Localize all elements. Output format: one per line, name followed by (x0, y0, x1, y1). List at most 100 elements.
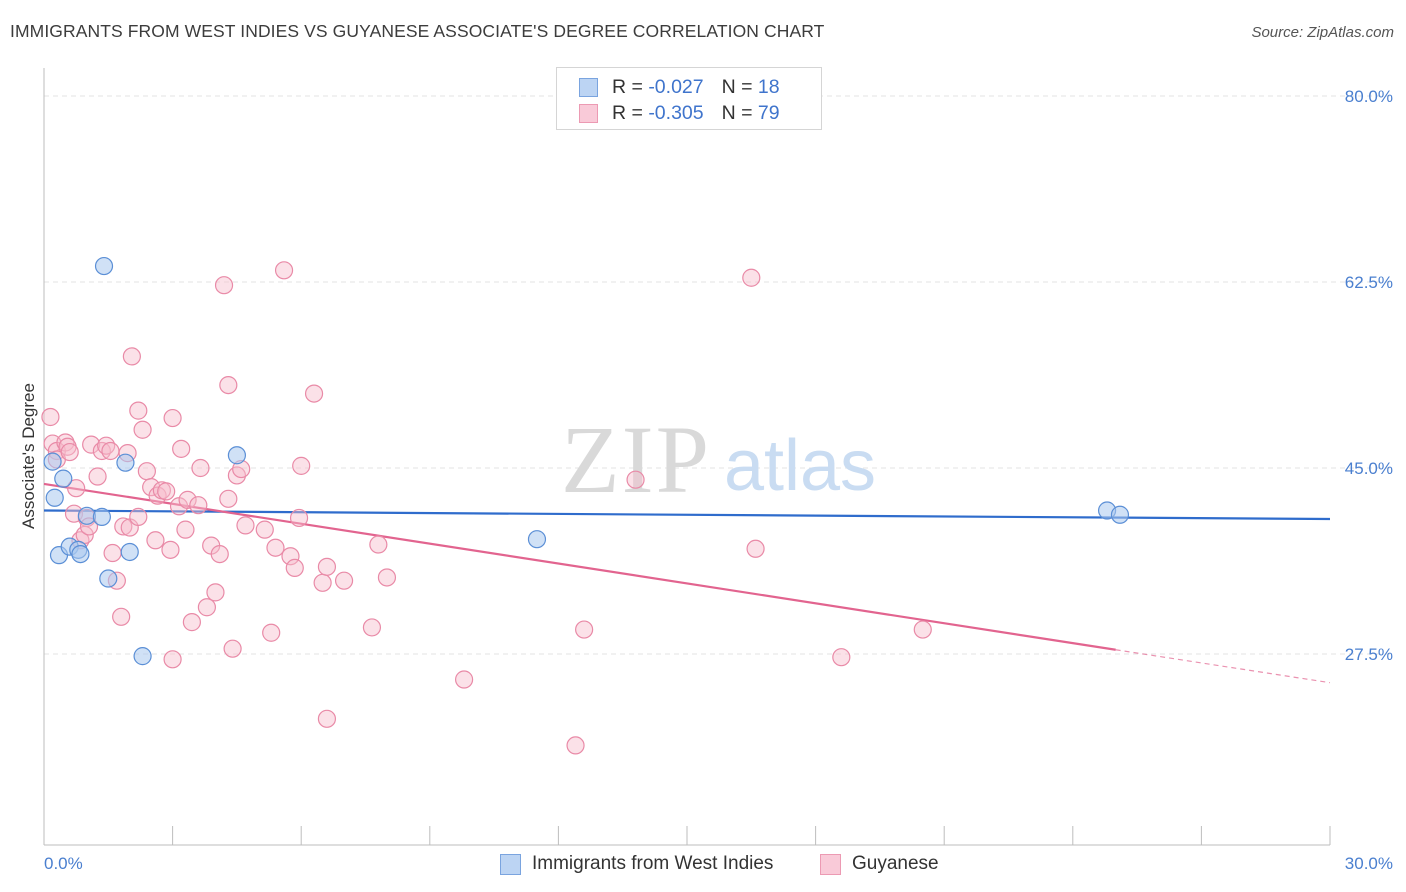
guyanese-point (285, 558, 304, 578)
guyanese-point (832, 648, 851, 667)
guyanese-point (369, 535, 388, 554)
bottom-legend-swatch-blue (500, 854, 521, 875)
legend-n-value: 79 (757, 102, 780, 124)
y-tick-label: 45.0% (1345, 459, 1393, 478)
guyanese-point (88, 467, 107, 486)
watermark-atlas: atlas (724, 426, 876, 506)
west-indies-point (120, 542, 139, 562)
source-credit: Source: ZipAtlas.com (1251, 24, 1394, 41)
guyanese-point (197, 598, 216, 617)
guyanese-point (317, 709, 337, 728)
bottom-legend-label-west-indies: Immigrants from West Indies (532, 853, 774, 874)
guyanese-point (114, 517, 133, 536)
guyanese-point (377, 568, 397, 587)
guyanese-point (913, 620, 932, 639)
guyanese-point (262, 623, 281, 642)
legend-swatch-pink (579, 104, 598, 123)
west-indies-point (1110, 505, 1130, 524)
guyanese-point (189, 496, 208, 515)
guyanese-point (41, 407, 60, 427)
guyanese-point (214, 276, 234, 295)
guyanese-point (566, 736, 585, 755)
guyanese-point (317, 557, 337, 576)
guyanese-point (255, 520, 274, 539)
y-tick-label: 80.0% (1345, 87, 1393, 106)
guyanese-point (274, 261, 294, 280)
guyanese-point (60, 442, 79, 462)
west-indies-point (43, 452, 62, 471)
guyanese-point (219, 489, 238, 508)
guyanese-point (101, 441, 120, 461)
guyanese-point (313, 573, 332, 592)
west-indies-point (527, 530, 547, 549)
bottom-legend-swatch-pink (820, 854, 841, 875)
watermark-zip: ZIP (561, 406, 711, 513)
west-indies-point (99, 569, 118, 588)
chart-title: IMMIGRANTS FROM WEST INDIES VS GUYANESE … (10, 21, 825, 41)
legend-r-value: -0.305 (648, 102, 704, 124)
y-tick-label: 27.5% (1345, 645, 1393, 664)
guyanese-point (292, 456, 311, 475)
guyanese-point (223, 639, 242, 658)
west-indies-point (92, 507, 111, 526)
guyanese-point (454, 670, 474, 689)
guyanese-point (163, 650, 182, 669)
legend-swatch-blue (579, 78, 598, 97)
west-indies-point (116, 453, 135, 472)
guyanese-point (178, 490, 197, 509)
west-indies-point (45, 488, 64, 507)
guyanese-point (103, 543, 122, 563)
guyanese-point (172, 439, 191, 458)
guyanese-point (137, 462, 156, 481)
legend-r-value: -0.027 (648, 76, 704, 98)
guyanese-point (146, 531, 165, 550)
guyanese-point (304, 384, 324, 403)
guyanese-trend-extension (1115, 649, 1331, 684)
guyanese-point (129, 401, 148, 420)
guyanese-point (289, 508, 309, 528)
west-indies-point (71, 544, 90, 564)
west-indies-point (133, 647, 152, 666)
y-tick-label: 62.5% (1345, 273, 1393, 292)
watermark: ZIP atlas (561, 406, 876, 513)
bottom-legend-label-guyanese: Guyanese (852, 853, 939, 874)
guyanese-point (334, 571, 354, 590)
guyanese-point (182, 613, 201, 632)
guyanese-point (129, 507, 148, 526)
guyanese-point (236, 516, 255, 535)
y-axis-label: Associate's Degree (19, 383, 38, 529)
guyanese-point (176, 520, 195, 539)
guyanese-points (41, 261, 932, 755)
guyanese-point (191, 458, 210, 478)
guyanese-point (163, 408, 182, 428)
x-tick-labels: 0.0% 30.0% (44, 854, 1393, 873)
west-indies-point (227, 446, 246, 465)
west-indies-point (94, 256, 114, 276)
legend-text-guyanese: R = -0.305 N = 79 (612, 102, 780, 124)
guyanese-point (746, 539, 765, 558)
axes (43, 68, 1331, 846)
stats-legend: R = -0.027 N = 18 R = -0.305 N = 79 (556, 67, 822, 130)
guyanese-point (626, 470, 645, 489)
guyanese-point (742, 268, 761, 287)
guyanese-point (206, 583, 225, 602)
west-indies-point (54, 469, 73, 488)
legend-n-value: 18 (757, 76, 780, 98)
guyanese-point (281, 547, 300, 566)
legend-text-west-indies: R = -0.027 N = 18 (612, 76, 780, 98)
guyanese-point (362, 618, 382, 637)
guyanese-point (575, 620, 594, 639)
guyanese-point (161, 540, 180, 559)
guyanese-point (157, 482, 176, 501)
west-indies-point (77, 506, 96, 525)
guyanese-point (210, 544, 229, 564)
west-indies-points (43, 256, 1130, 666)
guyanese-point (266, 538, 285, 557)
x-tick-label: 30.0% (1345, 854, 1393, 873)
guyanese-point (133, 420, 152, 439)
guyanese-point (122, 347, 141, 366)
guyanese-point (219, 375, 238, 395)
y-tick-labels: 80.0% 62.5% 45.0% 27.5% (1345, 87, 1393, 664)
x-tick-label: 0.0% (44, 854, 83, 873)
